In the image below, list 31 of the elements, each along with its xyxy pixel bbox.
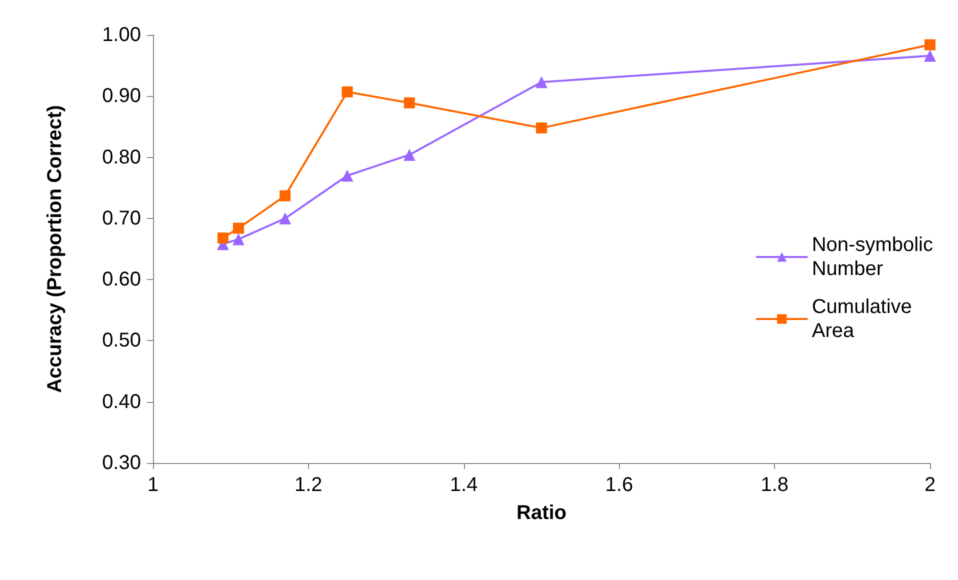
- point: [536, 122, 547, 134]
- point: [232, 222, 244, 234]
- point: [232, 233, 244, 246]
- point: [217, 232, 228, 244]
- legend-label: Non-symbolic Number: [812, 234, 934, 280]
- y-tick-label: 0.70: [102, 207, 141, 230]
- x-axis-title: Ratio: [516, 502, 566, 524]
- y-tick-label: 0.60: [102, 268, 141, 291]
- x-tick-label: 1.6: [605, 474, 634, 496]
- x-tick-label: 1.8: [760, 474, 789, 496]
- point: [404, 97, 415, 108]
- point: [279, 212, 292, 224]
- point: [342, 86, 353, 98]
- y-tick-label: 0.30: [102, 452, 141, 474]
- y-tick-label: 0.80: [102, 146, 141, 168]
- legend-label: Cumulative Area: [812, 296, 912, 342]
- x-tick-label: 1: [147, 474, 159, 496]
- y-tick-label: 0.40: [102, 390, 141, 413]
- x-tick-label: 1.4: [450, 474, 478, 496]
- y-tick-label: 0.90: [102, 85, 141, 108]
- point: [924, 50, 936, 62]
- x-tick-label: 1.2: [294, 474, 322, 496]
- point: [280, 190, 291, 202]
- x-tick-label: 2: [924, 474, 936, 496]
- point: [924, 39, 936, 50]
- point: [403, 148, 416, 161]
- y-axis-title: Accuracy (Proportion Correct): [44, 105, 66, 393]
- point: [536, 76, 548, 88]
- y-tick-label: 1.00: [102, 24, 141, 46]
- point: [341, 170, 354, 182]
- y-tick-label: 0.50: [102, 330, 141, 352]
